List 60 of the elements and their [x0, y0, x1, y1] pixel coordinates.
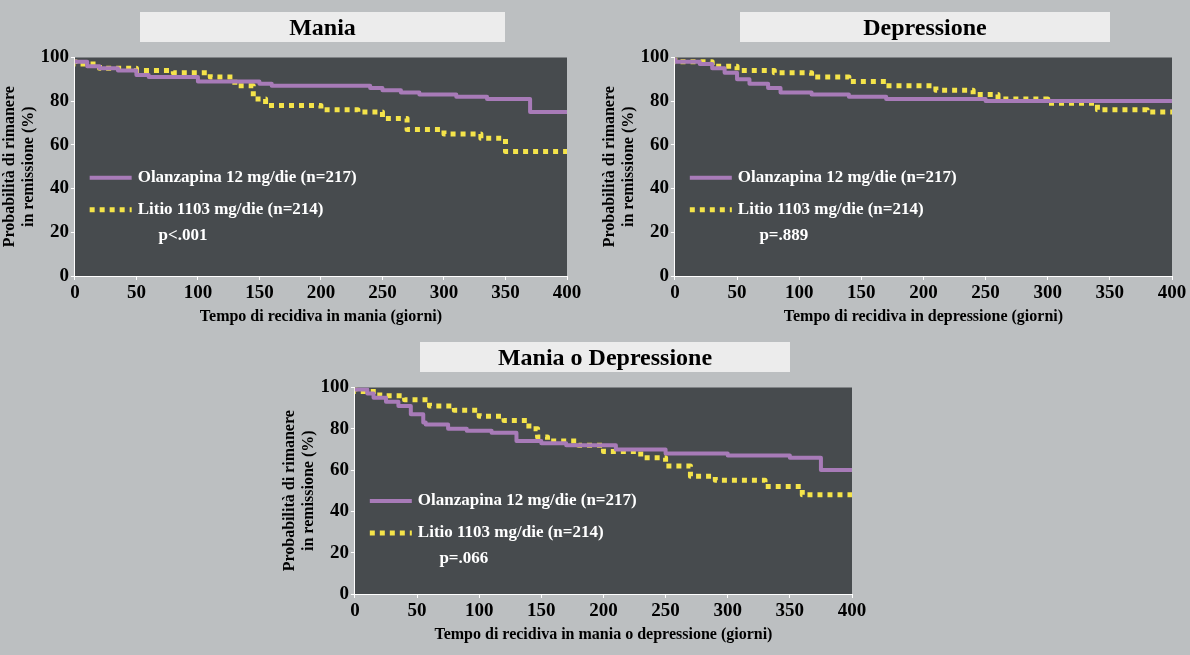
- x-tick-label: 350: [775, 599, 805, 621]
- legend-label: Olanzapina 12 mg/die (n=217): [417, 490, 637, 510]
- y-tick-label: 40: [49, 176, 69, 198]
- y-tick-label: 40: [649, 176, 669, 198]
- x-tick-label: 50: [727, 281, 747, 303]
- y-axis-title: Probabilità di rimanere in remissione (%): [0, 86, 37, 248]
- x-tick-label: 350: [1095, 281, 1125, 303]
- x-tick-label: 200: [306, 281, 336, 303]
- x-tick-label: 400: [1157, 281, 1187, 303]
- x-tick-label: 250: [368, 281, 397, 303]
- y-tick-label: 100: [640, 45, 669, 67]
- x-tick-label: 300: [1033, 281, 1062, 303]
- x-axis-title: Tempo di recidiva in mania (giorni): [199, 306, 443, 325]
- legend-label: Litio 1103 mg/die (n=214): [137, 199, 324, 219]
- y-tick-label: 100: [40, 45, 69, 67]
- x-tick-label: 150: [527, 599, 556, 621]
- y-tick-label: 0: [339, 581, 349, 603]
- y-tick-label: 100: [320, 375, 349, 397]
- x-tick-label: 150: [847, 281, 876, 303]
- legend-label: Olanzapina 12 mg/die (n=217): [137, 167, 357, 187]
- x-tick-label: 250: [971, 281, 1000, 303]
- x-tick-label: 100: [464, 599, 494, 621]
- x-tick-label: 200: [589, 599, 618, 621]
- legend-label: Litio 1103 mg/die (n=214): [737, 199, 924, 219]
- x-tick-label: 150: [245, 281, 274, 303]
- y-tick-label: 0: [59, 263, 69, 285]
- y-tick-label: 60: [649, 132, 669, 154]
- x-tick-label: 200: [909, 281, 938, 303]
- y-tick-label: 20: [329, 540, 349, 562]
- chart-title: Mania o Depressione: [420, 342, 790, 372]
- y-tick-label: 40: [329, 499, 349, 521]
- x-axis-title: Tempo di recidiva in depressione (giorni): [783, 306, 1064, 325]
- chart-title: Mania: [140, 12, 505, 42]
- x-axis-title: Tempo di recidiva in mania o depressione (giorni): [434, 624, 773, 643]
- y-tick-label: 20: [649, 220, 669, 242]
- x-tick-label: 400: [837, 599, 867, 621]
- y-tick-label: 20: [49, 220, 69, 242]
- x-tick-label: 50: [407, 599, 427, 621]
- x-tick-label: 300: [713, 599, 742, 621]
- x-tick-label: 300: [429, 281, 459, 303]
- x-tick-label: 400: [552, 281, 582, 303]
- annotation: p=.066: [439, 548, 489, 568]
- legend-label: Litio 1103 mg/die (n=214): [417, 522, 604, 542]
- x-tick-label: 50: [126, 281, 146, 303]
- y-tick-label: 0: [659, 263, 669, 285]
- annotation: p<.001: [158, 225, 208, 245]
- annotation: p=.889: [759, 225, 809, 245]
- y-tick-label: 60: [49, 132, 69, 154]
- y-tick-label: 60: [329, 457, 349, 479]
- y-tick-label: 80: [649, 89, 669, 111]
- x-tick-label: 100: [784, 281, 814, 303]
- y-axis-title: Probabilità di rimanere in remissione (%): [279, 410, 317, 572]
- y-axis-title: Probabilità di rimanere in remissione (%): [599, 86, 637, 248]
- y-tick-label: 80: [49, 89, 69, 111]
- legend-label: Olanzapina 12 mg/die (n=217): [737, 167, 957, 187]
- chart-title: Depressione: [740, 12, 1110, 42]
- y-tick-label: 80: [329, 416, 349, 438]
- x-tick-label: 350: [491, 281, 520, 303]
- x-tick-label: 100: [183, 281, 213, 303]
- x-tick-label: 250: [651, 599, 680, 621]
